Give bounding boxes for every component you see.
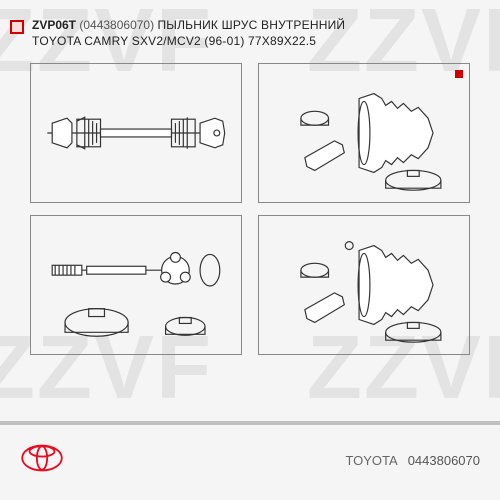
- diagram-panel-axle: [30, 63, 242, 203]
- toyota-logo-icon: [20, 443, 64, 478]
- oem-code: (0443806070): [79, 18, 154, 32]
- product-header: ZVP06T (0443806070) ПЫЛЬНИК ШРУС ВНУТРЕН…: [0, 0, 500, 57]
- product-title: ZVP06T (0443806070) ПЫЛЬНИК ШРУС ВНУТРЕН…: [32, 18, 345, 49]
- diagram-panel-boot-kit-highlighted: [258, 63, 470, 203]
- diagram-panel-boot-kit: [258, 215, 470, 355]
- part-number: 0443806070: [408, 453, 480, 468]
- highlight-marker-icon: [455, 70, 463, 78]
- boot-kit-icon: [259, 64, 469, 202]
- brand-label: TOYOTA: [345, 453, 397, 468]
- axle-assembly-icon: [31, 64, 241, 202]
- boot-kit-icon: [259, 216, 469, 354]
- diagram-panel-shaft: [30, 215, 242, 355]
- product-desc-2: TOYOTA CAMRY SXV2/MCV2 (96-01) 77X89X22.…: [32, 34, 316, 48]
- sku-code: ZVP06T: [32, 18, 76, 32]
- highlight-marker-icon: [10, 20, 24, 34]
- product-footer: TOYOTA 0443806070: [0, 421, 500, 500]
- footer-info: TOYOTA 0443806070: [345, 453, 480, 468]
- product-desc-1: ПЫЛЬНИК ШРУС ВНУТРЕННИЙ: [157, 18, 345, 32]
- shaft-clamps-icon: [31, 216, 241, 354]
- diagram-grid: [0, 57, 500, 355]
